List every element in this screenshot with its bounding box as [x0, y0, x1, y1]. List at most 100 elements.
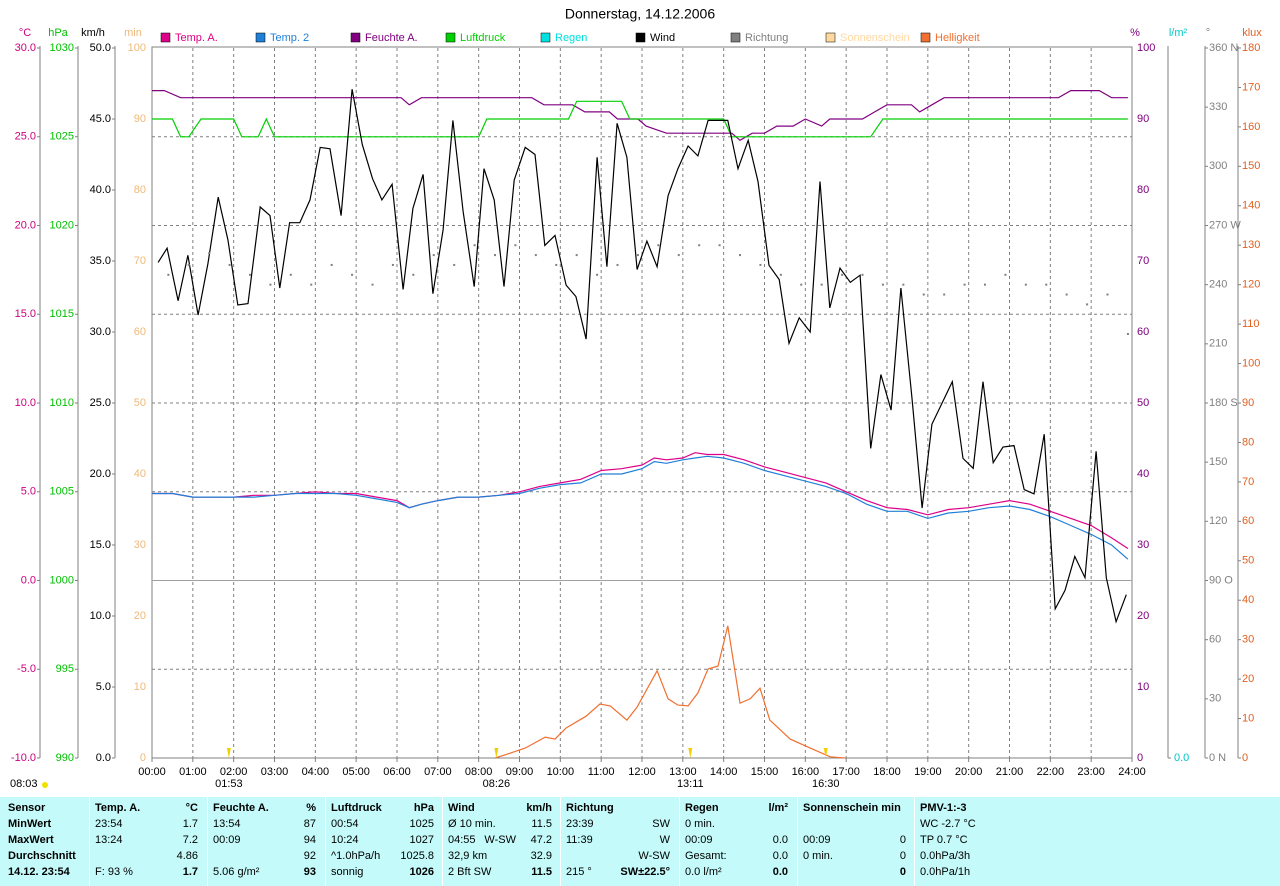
cell-value: 1026 — [409, 866, 434, 878]
axis-title: min — [124, 27, 142, 39]
y-tick-label: 60 — [1209, 634, 1221, 646]
cell-label: Durchschnitt — [8, 850, 76, 862]
y-tick-label: 0.0 — [1174, 752, 1189, 764]
cell-value: 1.7 — [182, 866, 198, 878]
y-tick-label: 30 — [1137, 539, 1149, 551]
column-separator — [679, 797, 680, 886]
y-tick-label: 40.0 — [90, 184, 111, 196]
y-tick-label: 90 O — [1209, 574, 1233, 586]
series-line — [152, 452, 1129, 550]
direction-dot — [391, 263, 394, 266]
y-tick-label: 100 — [128, 42, 146, 54]
series-line — [152, 90, 1128, 142]
cell-value: 0.0 — [772, 866, 788, 878]
direction-dot — [677, 254, 680, 257]
axis-title: % — [1130, 27, 1140, 39]
cell-label: 00:09 — [803, 834, 831, 846]
cell-value: W — [659, 834, 670, 846]
cell-label: 0.0hPa/1h — [920, 866, 971, 878]
y-tick-label: 100 — [1137, 42, 1155, 54]
cell-value: 0 — [899, 850, 906, 862]
cell-value: 0 — [899, 834, 906, 846]
direction-dot — [616, 263, 619, 266]
cell-label: 13:24 — [95, 834, 123, 846]
x-tick-label: 20:00 — [955, 766, 983, 778]
legend-label: Richtung — [745, 32, 788, 44]
direction-dot — [881, 283, 884, 286]
legend-label: Sonnenschein — [840, 32, 910, 44]
y-tick-label: 30.0 — [90, 326, 111, 338]
y-tick-label: 5.0 — [21, 486, 36, 498]
y-tick-label: 20 — [1137, 610, 1149, 622]
legend-swatch — [920, 32, 931, 43]
y-tick-label: 40 — [1242, 594, 1254, 606]
y-tick-label: 70 — [1242, 476, 1254, 488]
direction-dot — [453, 263, 456, 266]
cell-label: TP 0.7 °C — [920, 834, 968, 846]
cell-label: 10:24 — [331, 834, 359, 846]
direction-dot — [943, 293, 946, 296]
direction-dot — [167, 273, 170, 276]
y-tick-label: 70 — [1137, 255, 1149, 267]
y-tick-label: 40 — [134, 468, 146, 480]
cell-value: SW±22.5° — [620, 866, 670, 878]
cell-label: 00:09 — [685, 834, 713, 846]
legend-label: Temp. 2 — [270, 32, 309, 44]
cell-label: 215 ° — [566, 866, 592, 878]
legend-swatch — [160, 32, 171, 43]
direction-dot — [412, 273, 415, 276]
direction-dot — [902, 283, 905, 286]
legend-swatch — [635, 32, 646, 43]
direction-dot — [289, 273, 292, 276]
legend-label: Luftdruck — [460, 32, 506, 44]
cell-value: 47.2 — [530, 834, 552, 846]
x-tick-label: 12:00 — [628, 766, 656, 778]
y-tick-label: 995 — [56, 663, 74, 675]
y-tick-label: 80 — [1137, 184, 1149, 196]
cell-value: 0.0 — [772, 850, 788, 862]
x-tick-label: 06:00 — [383, 766, 411, 778]
marker-arrow — [688, 748, 693, 758]
x-tick-label: 15:00 — [751, 766, 779, 778]
axis-title: km/h — [81, 27, 105, 39]
y-tick-label: 10 — [134, 681, 146, 693]
y-tick-label: 80 — [1242, 436, 1254, 448]
y-tick-label: 1030 — [50, 42, 74, 54]
cell-value: 0 — [899, 866, 906, 878]
cell-value: 1.7 — [182, 818, 198, 830]
column-header: Feuchte A. — [213, 802, 269, 814]
cell-value: 1025.8 — [400, 850, 434, 862]
x-tick-label: 18:00 — [873, 766, 901, 778]
direction-dot — [1106, 293, 1109, 296]
y-tick-label: 0.0 — [96, 752, 111, 764]
direction-dot — [1004, 273, 1007, 276]
legend-swatch — [540, 32, 551, 43]
direction-dot — [984, 283, 986, 286]
x-tick-label: 10:00 — [547, 766, 575, 778]
cell-value: 11.5 — [531, 818, 552, 830]
cell-value: 93 — [303, 866, 316, 878]
legend-label: Feuchte A. — [365, 32, 418, 44]
x-tick-label: 19:00 — [914, 766, 942, 778]
y-tick-label: 990 — [56, 752, 74, 764]
cell-value: 1025 — [409, 818, 434, 830]
legend-label: Helligkeit — [935, 32, 980, 44]
axis-title: klux — [1242, 27, 1262, 39]
direction-dot — [1126, 332, 1129, 335]
axis-title: l/m² — [1169, 27, 1188, 39]
y-tick-label: 20.0 — [15, 219, 36, 231]
y-tick-label: 130 — [1242, 239, 1260, 251]
x-tick-label: 02:00 — [220, 766, 248, 778]
direction-dot — [922, 293, 925, 296]
cell-label: 14.12. 23:54 — [8, 866, 70, 878]
y-tick-label: 20.0 — [90, 468, 111, 480]
axis-title: °C — [19, 27, 31, 39]
cell-label: 23:39 — [566, 818, 594, 830]
direction-dot — [759, 263, 762, 266]
cell-label: 00:09 — [213, 834, 241, 846]
cell-value: 92 — [303, 850, 316, 862]
y-tick-label: 80 — [134, 184, 146, 196]
direction-dot — [596, 273, 599, 276]
column-header: Sensor — [8, 802, 46, 814]
y-tick-label: 210 — [1209, 338, 1227, 350]
